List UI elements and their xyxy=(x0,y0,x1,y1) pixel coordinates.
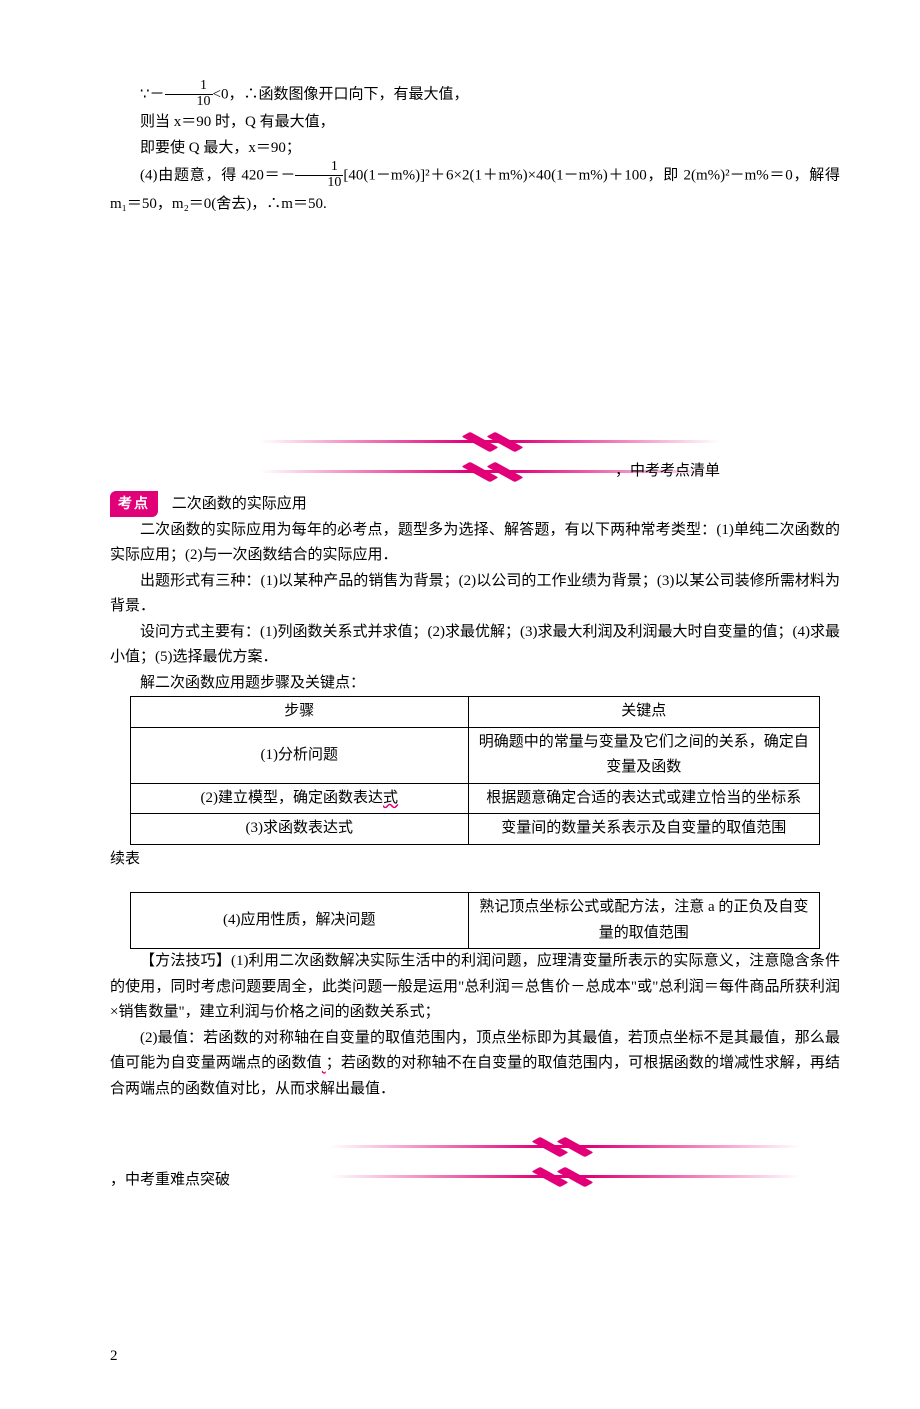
section-divider xyxy=(110,1132,840,1202)
body-p1: 二次函数的实际应用为每年的必考点，题型多为选择、解答题，有以下两种常考类型：(1… xyxy=(110,518,840,569)
step-cell: (3)求函数表达式 xyxy=(131,814,469,845)
kdot-tag: 考点 xyxy=(110,491,158,517)
kdot-heading-row: 考点 二次函数的实际应用 xyxy=(110,491,840,518)
tips-p2: (2)最值：若函数的对称轴在自变量的取值范围内，顶点坐标即为其最值，若顶点坐标不… xyxy=(110,1026,840,1103)
step-cell: (1)分析问题 xyxy=(131,727,469,783)
steps-table-2: (4)应用性质，解决问题 熟记顶点坐标公式或配方法，注意 a 的正负及自变量的取… xyxy=(130,892,820,949)
tips-p1: 【方法技巧】(1)利用二次函数解决实际生活中的利润问题，应理清变量所表示的实际意… xyxy=(110,949,840,1026)
kdot-title: 二次函数的实际应用 xyxy=(172,496,307,512)
spacer xyxy=(110,1102,840,1132)
denominator: 10 xyxy=(165,95,213,110)
page-number: 2 xyxy=(110,1344,840,1370)
table-header-key: 关键点 xyxy=(468,697,819,728)
divider-label: ，中考考点清单 xyxy=(615,459,720,485)
fraction: 110 xyxy=(165,79,213,109)
denominator: 10 xyxy=(295,176,343,191)
steps-table-1: 步骤 关键点 (1)分析问题 明确题中的常量与变量及它们之间的关系，确定自变量及… xyxy=(130,696,820,845)
body-p2: 出题形式有三种：(1)以某种产品的销售为背景；(2)以公司的工作业绩为背景；(3… xyxy=(110,569,840,620)
table-row: (1)分析问题 明确题中的常量与变量及它们之间的关系，确定自变量及函数 xyxy=(131,727,820,783)
wavy-text: 式 xyxy=(383,790,398,806)
divider-line-top xyxy=(330,1136,800,1158)
text: (4)由题意，得 420＝－ xyxy=(140,168,295,184)
numerator: 1 xyxy=(295,160,343,176)
text: ∵－ xyxy=(140,87,165,103)
table-header-row: 步骤 关键点 xyxy=(131,697,820,728)
continue-label: 续表 xyxy=(110,847,840,873)
divider-line-bottom xyxy=(330,1166,800,1188)
table-row: (2)建立模型，确定函数表达式 根据题意确定合适的表达式或建立恰当的坐标系 xyxy=(131,783,820,814)
spacer xyxy=(110,872,840,892)
step-cell: (4)应用性质，解决问题 xyxy=(131,893,469,949)
divider-line-bottom: ，中考考点清单 xyxy=(260,461,720,483)
key-cell: 变量间的数量关系表示及自变量的取值范围 xyxy=(468,814,819,845)
step-cell: (2)建立模型，确定函数表达式 xyxy=(131,783,469,814)
fraction: 110 xyxy=(295,160,343,190)
divider-line-top xyxy=(260,431,720,453)
numerator: 1 xyxy=(165,79,213,95)
table-row: (4)应用性质，解决问题 熟记顶点坐标公式或配方法，注意 a 的正负及自变量的取… xyxy=(131,893,820,949)
math-line-4: (4)由题意，得 420＝－110[40(1－m%)]²＋6×2(1＋m%)×4… xyxy=(110,161,840,217)
section-divider: ，中考考点清单 xyxy=(110,427,840,487)
key-cell: 熟记顶点坐标公式或配方法，注意 a 的正负及自变量的取值范围 xyxy=(468,893,819,949)
math-line-1: ∵－110<0，∴函数图像开口向下，有最大值， xyxy=(110,80,840,110)
math-line-2: 则当 x＝90 时，Q 有最大值， xyxy=(110,110,840,136)
spacer xyxy=(110,217,840,427)
math-line-3: 即要使 Q 最大，x＝90； xyxy=(110,136,840,162)
key-cell: 明确题中的常量与变量及它们之间的关系，确定自变量及函数 xyxy=(468,727,819,783)
table-row: (3)求函数表达式 变量间的数量关系表示及自变量的取值范围 xyxy=(131,814,820,845)
body-p4: 解二次函数应用题步骤及关键点： xyxy=(110,671,840,697)
table-header-step: 步骤 xyxy=(131,697,469,728)
text: (2)建立模型，确定函数表达 xyxy=(201,790,384,806)
body-p3: 设问方式主要有：(1)列函数关系式并求值；(2)求最优解；(3)求最大利润及利润… xyxy=(110,620,840,671)
text: <0，∴函数图像开口向下，有最大值， xyxy=(213,87,469,103)
key-cell: 根据题意确定合适的表达式或建立恰当的坐标系 xyxy=(468,783,819,814)
